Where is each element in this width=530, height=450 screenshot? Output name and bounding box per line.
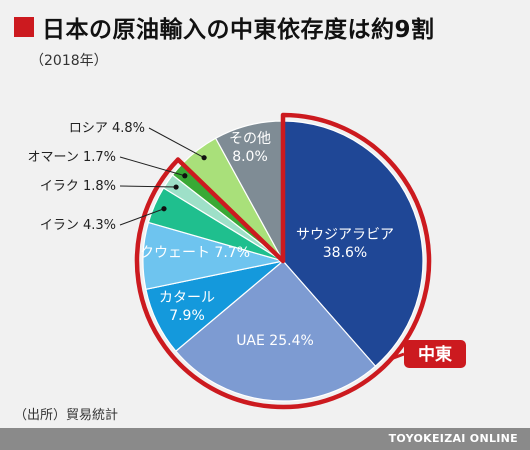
slice-label: UAE 25.4% [236, 333, 314, 349]
leader-line [119, 156, 185, 177]
leader-dot [161, 206, 167, 212]
slice-label: その他 [229, 131, 271, 147]
leader-line [119, 185, 177, 188]
middle-east-tag [404, 340, 466, 368]
chart-header: 日本の原油輸入の中東依存度は約9割 [14, 12, 435, 43]
slice-label: イラン 4.3% [40, 218, 116, 233]
slice-label: ロシア 4.8% [69, 121, 145, 136]
credit-text: TOYOKEIZAI ONLINE [388, 432, 518, 445]
middle-east-outline [134, 112, 432, 410]
source-note: （出所）貿易統計 [14, 408, 119, 423]
leader-dot [173, 184, 179, 190]
middle-east-tag-label: 中東 [418, 344, 452, 365]
slice-label: オマーン 1.7% [27, 150, 116, 165]
leader-line [148, 127, 205, 159]
title-marker-square [14, 17, 34, 37]
chart-title: 日本の原油輸入の中東依存度は約9割 [42, 17, 435, 43]
slice-value-label: 38.6% [323, 245, 367, 261]
slice-value-label: 8.0% [232, 149, 268, 165]
leader-line [119, 208, 165, 226]
pie-slice [282, 120, 424, 367]
slice-label: クウェート 7.7% [140, 245, 250, 261]
slice-label: イラク 1.8% [40, 179, 116, 194]
slice-label: カタール [159, 290, 215, 306]
slice-value-label: 7.9% [169, 308, 205, 324]
slice-label: サウジアラビア [296, 227, 394, 243]
footer-bar: TOYOKEIZAI ONLINE [0, 428, 530, 450]
pie-slice [175, 260, 377, 402]
middle-east-connector [390, 352, 405, 361]
leader-dot [201, 155, 207, 161]
leader-dot [182, 173, 188, 179]
chart-subtitle: （2018年） [30, 53, 108, 69]
